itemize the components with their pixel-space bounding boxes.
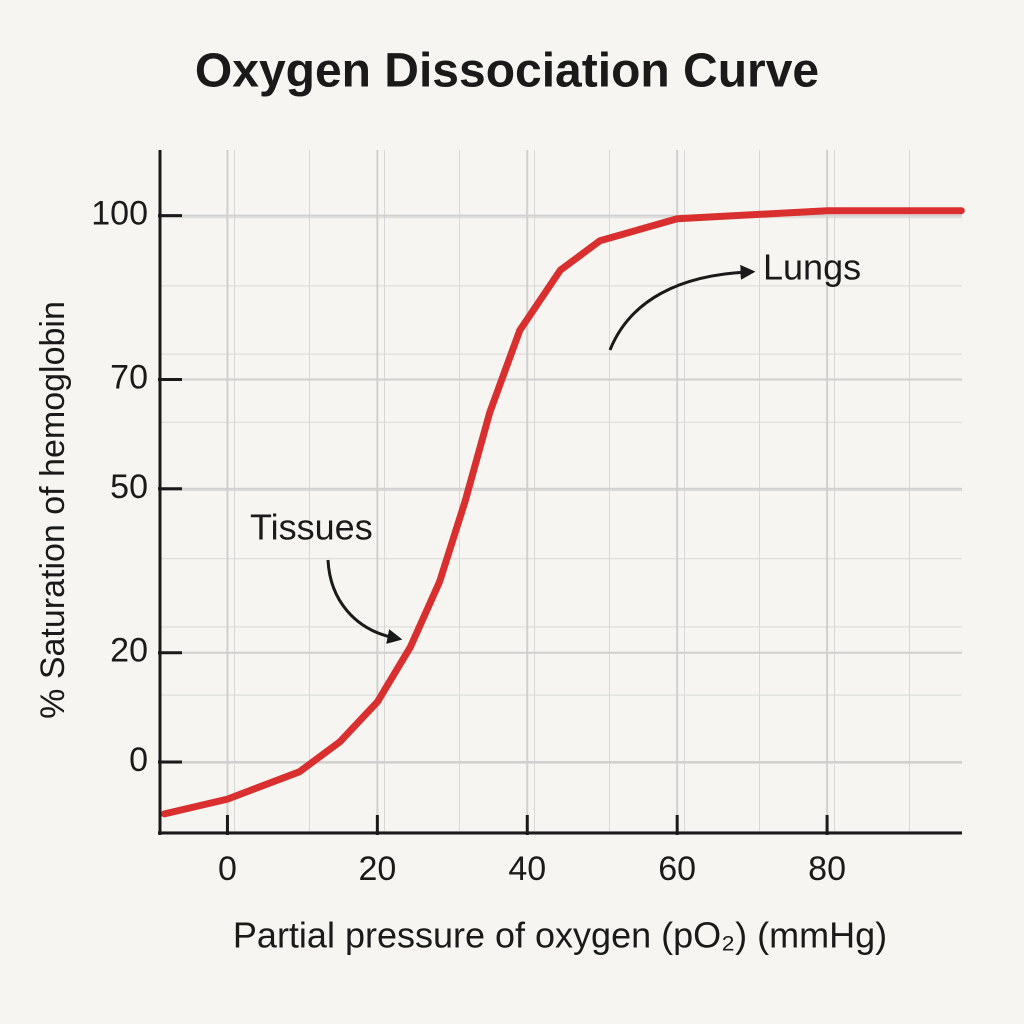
- y-axis-label: % Saturation of hemoglobin: [34, 301, 72, 719]
- y-tick-label: 0: [129, 741, 148, 779]
- x-axis-label: Partial pressure of oxygen (pO₂) (mmHg): [233, 915, 887, 956]
- plot-area: [160, 150, 965, 833]
- y-tick-label: 70: [110, 358, 148, 396]
- background-grid: [160, 150, 962, 833]
- annotation: Tissues: [250, 507, 373, 548]
- x-tick-label: 80: [808, 850, 846, 888]
- annotation: Lungs: [763, 247, 861, 288]
- y-tick-label: 100: [91, 195, 148, 233]
- x-tick-label: 0: [218, 850, 237, 888]
- annotation-arrow: [326, 559, 403, 644]
- y-tick-label: 50: [110, 468, 148, 506]
- curve: [161, 207, 965, 818]
- x-tick-label: 40: [508, 850, 546, 888]
- chart-title: Oxygen Dissociation Curve: [195, 45, 819, 98]
- annotation-arrow: [608, 264, 756, 351]
- y-tick-label: 20: [110, 632, 148, 670]
- x-tick-label: 60: [658, 850, 696, 888]
- x-tick-label: 20: [358, 850, 396, 888]
